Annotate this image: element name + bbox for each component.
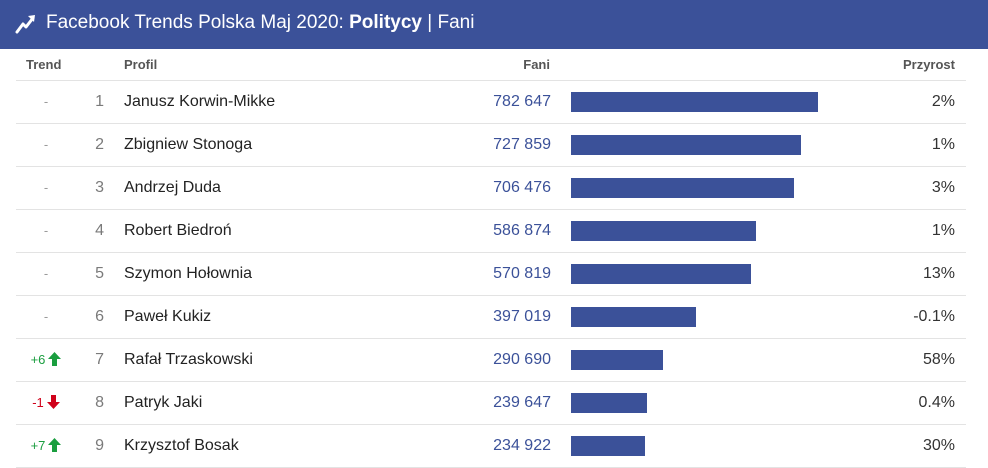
- column-header-growth: Przyrost: [902, 57, 955, 72]
- rank-number: 9: [95, 437, 104, 454]
- profile-name[interactable]: Robert Biedroń: [124, 222, 232, 239]
- trend-cell: -: [16, 296, 76, 338]
- trend-value: +6: [30, 352, 46, 367]
- growth-value: 58%: [922, 351, 955, 368]
- fans-bar: [571, 221, 756, 241]
- fans-bar: [571, 264, 751, 284]
- profile-name[interactable]: Rafał Trzaskowski: [124, 351, 253, 368]
- rank-number: 8: [95, 394, 104, 411]
- trend-cell: -: [16, 253, 76, 295]
- table-row: - 4 Robert Biedroń 586 874 1%: [16, 210, 966, 253]
- growth-value: 13%: [922, 265, 955, 282]
- trend-cell: -: [16, 124, 76, 166]
- trend-cell: +6: [16, 339, 76, 381]
- profile-name[interactable]: Patryk Jaki: [124, 394, 203, 411]
- table-row: - 6 Paweł Kukiz 397 019 -0.1%: [16, 296, 966, 339]
- chart-title: Facebook Trends Polska Maj 2020: Polityc…: [46, 0, 474, 49]
- growth-value: 2%: [931, 93, 955, 110]
- growth-value: 3%: [931, 179, 955, 196]
- title-prefix: Facebook Trends Polska Maj 2020:: [46, 12, 350, 33]
- profile-name[interactable]: Szymon Hołownia: [124, 265, 253, 282]
- table-row: - 1 Janusz Korwin-Mikke 782 647 2%: [16, 81, 966, 124]
- column-header-fans: Fani: [523, 57, 550, 72]
- table-row: - 3 Andrzej Duda 706 476 3%: [16, 167, 966, 210]
- trend-value: -: [43, 223, 49, 238]
- growth-value: 30%: [922, 437, 955, 454]
- trend-value: -: [43, 266, 49, 281]
- trend-value: -: [43, 94, 49, 109]
- rank-number: 1: [95, 93, 104, 110]
- table-body: -1 Janusz Korwin-Mikke 782 647 2% -2 Zbigniew…: [16, 81, 966, 468]
- profile-name[interactable]: Krzysztof Bosak: [124, 437, 239, 454]
- rank-number: 4: [95, 222, 104, 239]
- profile-name[interactable]: Andrzej Duda: [124, 179, 221, 196]
- ranking-table: Trend Profil Fani Przyrost -1 Janusz Korw…: [16, 49, 966, 468]
- fans-bar: [571, 393, 647, 413]
- fans-count: 586 874: [493, 222, 551, 239]
- growth-value: 1%: [931, 136, 955, 153]
- title-category: Politycy: [349, 12, 422, 33]
- fans-count: 290 690: [493, 351, 551, 368]
- trend-value: -: [43, 180, 49, 195]
- trend-value: -1: [32, 395, 44, 410]
- fans-count: 727 859: [493, 136, 551, 153]
- fans-count: 706 476: [493, 179, 551, 196]
- trend-arrow-icon: [15, 15, 35, 34]
- chart-header: Facebook Trends Polska Maj 2020: Polityc…: [0, 0, 988, 49]
- fans-count: 397 019: [493, 308, 551, 325]
- rank-number: 5: [95, 265, 104, 282]
- rank-number: 2: [95, 136, 104, 153]
- fans-count: 782 647: [493, 93, 551, 110]
- trend-cell: -: [16, 81, 76, 123]
- arrow-down-icon: [46, 395, 60, 410]
- rank-number: 3: [95, 179, 104, 196]
- table-row: +6 7 Rafał Trzaskowski 290 690 58%: [16, 339, 966, 382]
- growth-value: -0.1%: [913, 308, 955, 325]
- column-header-trend: Trend: [26, 57, 62, 72]
- table-row: - 2 Zbigniew Stonoga 727 859 1%: [16, 124, 966, 167]
- growth-value: 1%: [931, 222, 955, 239]
- growth-value: 0.4%: [918, 394, 955, 411]
- trend-value: -: [43, 137, 49, 152]
- trend-value: -: [43, 309, 49, 324]
- trend-cell: -1: [16, 382, 76, 424]
- fans-bar: [571, 307, 696, 327]
- table-header: Trend Profil Fani Przyrost: [16, 49, 966, 81]
- table-row: +7 9 Krzysztof Bosak 234 922 30%: [16, 425, 966, 468]
- fans-bar: [571, 92, 818, 112]
- fans-count: 570 819: [493, 265, 551, 282]
- trend-cell: -: [16, 210, 76, 252]
- arrow-up-icon: [48, 352, 62, 367]
- trend-value: +7: [30, 438, 46, 453]
- fans-bar: [571, 135, 801, 155]
- table-row: - 5 Szymon Hołownia 570 819 13%: [16, 253, 966, 296]
- table-row: -1 8 Patryk Jaki 239 647 0.4%: [16, 382, 966, 425]
- trend-cell: +7: [16, 425, 76, 467]
- profile-name[interactable]: Zbigniew Stonoga: [124, 136, 253, 153]
- fans-count: 239 647: [493, 394, 551, 411]
- title-suffix: | Fani: [421, 12, 475, 33]
- profile-name[interactable]: Janusz Korwin-Mikke: [124, 93, 276, 110]
- fans-bar: [571, 350, 663, 370]
- profile-name[interactable]: Paweł Kukiz: [124, 308, 212, 325]
- fans-bar: [571, 436, 645, 456]
- fans-count: 234 922: [493, 437, 551, 454]
- rank-number: 7: [95, 351, 104, 368]
- fans-bar: [571, 178, 794, 198]
- trend-cell: -: [16, 167, 76, 209]
- column-header-profile: Profil: [124, 57, 158, 72]
- rank-number: 6: [95, 308, 104, 325]
- arrow-up-icon: [48, 438, 62, 453]
